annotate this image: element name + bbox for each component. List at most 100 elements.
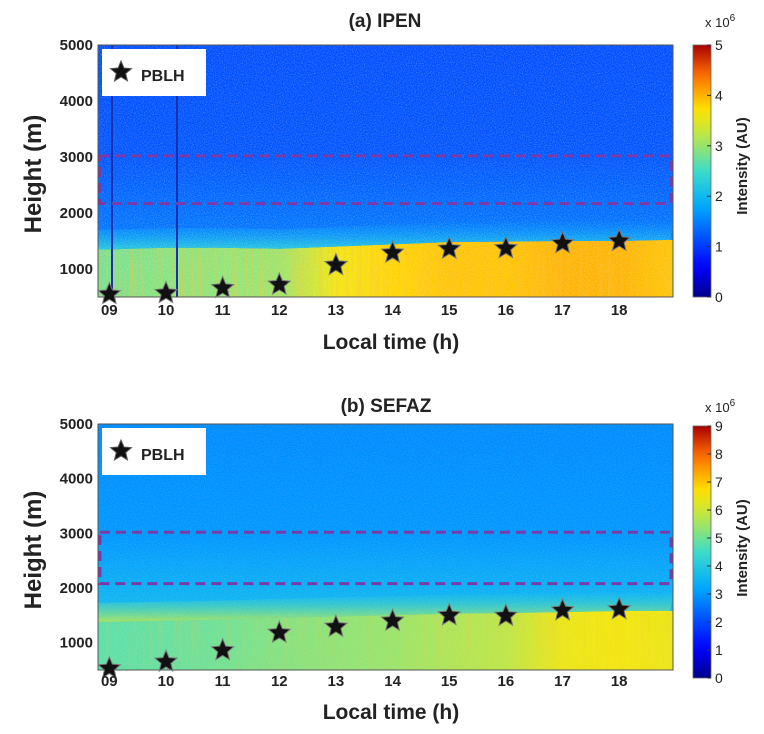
panel-a-colorbar-gradient — [692, 44, 712, 298]
panel-a-pblh-marker — [97, 281, 122, 305]
panel-b-pblh-marker — [210, 637, 235, 661]
panel-a-y-tick-label: 4000 — [60, 93, 93, 110]
panel-a-colorbar-tick-label: 5 — [715, 37, 723, 53]
panel-a-dashed-box — [98, 154, 673, 205]
panel-b-pblh-markers — [97, 596, 632, 679]
panel-a-colorbar-tick-label: 3 — [715, 138, 723, 154]
panel-b-x-tick-label: 13 — [328, 673, 345, 690]
panel-a-x-tick-label: 11 — [215, 302, 231, 319]
panel-a-y-ticks: 1000 2000 3000 4000 5000 — [60, 37, 93, 278]
panel-a-colorbar-tick-label: 2 — [715, 188, 723, 204]
panel-b-pblh-marker — [493, 603, 519, 627]
panel-a-x-axis-label: Local time (h) — [323, 331, 460, 354]
panel-b-colorbar-tick-label: 0 — [715, 670, 723, 686]
panel-b-colorbar-tick-label: 9 — [715, 418, 723, 434]
panel-b-colorbar-tick-label: 4 — [715, 558, 723, 574]
panel-a-pblh-marker — [606, 228, 632, 252]
panel-b-pblh-marker — [606, 596, 632, 620]
panel-a-plot-frame — [97, 44, 674, 298]
panel-b-pblh-marker — [153, 649, 179, 673]
panel-a-x-tick-label: 18 — [611, 302, 628, 319]
panel-b-colorbar-tick-label: 5 — [715, 530, 723, 546]
panel-b-y-tick-label: 1000 — [60, 635, 93, 652]
panel-a-colorbar-tick-label: 4 — [715, 87, 723, 103]
panel-a-colorbar-ticks: 0 1 2 3 4 5 — [707, 37, 723, 305]
panel-b-x-ticks: 09 10 11 12 13 14 15 16 17 18 — [101, 673, 628, 690]
panel-a-y-tick-label: 1000 — [60, 261, 93, 278]
panel-a-colorbar-multiplier: x 106 — [705, 13, 736, 30]
panel-a-pblh-marker — [153, 280, 179, 304]
panel-a-y-tick-label: 5000 — [60, 37, 93, 54]
panel-a-colorbar-label: Intensity (AU) — [734, 117, 751, 215]
panel-a-y-tick-label: 3000 — [60, 149, 93, 166]
panel-a-pblh-marker — [437, 235, 462, 260]
panel-a-title: (a) IPEN — [349, 11, 422, 32]
panel-b-y-axis-label: Height (m) — [20, 491, 47, 610]
panel-a-pblh-markers — [97, 228, 632, 305]
panel-b-y-tick-label: 4000 — [60, 471, 93, 488]
panel-a-colorbar-exponent: 6 — [730, 13, 736, 24]
panel-b-colorbar-tick-label: 7 — [715, 474, 723, 490]
panel-a-x-tick-label: 13 — [328, 302, 345, 319]
panel-a-x-tick-label: 17 — [554, 302, 571, 319]
panel-b-x-tick-label: 18 — [611, 673, 628, 690]
panel-a-x-tick-label: 12 — [271, 302, 288, 319]
panel-b-legend-star-icon — [109, 438, 133, 461]
panel-b-title: (b) SEFAZ — [341, 396, 432, 417]
panel-b-legend-label: PBLH — [141, 447, 185, 464]
panel-b-x-tick-label: 09 — [101, 673, 118, 690]
panel-b-x-tick-label: 10 — [158, 673, 175, 690]
panel-a-pblh-marker — [380, 240, 405, 264]
panel-a: (a) IPEN PBLH 09 10 11 12 13 14 15 16 17 18 10002… — [20, 11, 751, 354]
panel-a-colorbar-tick-label: 1 — [715, 239, 723, 255]
panel-b-colorbar-tick-label: 8 — [715, 446, 723, 462]
panel-b-pblh-marker — [267, 620, 292, 644]
panel-b-colorbar-tick-label: 2 — [715, 614, 723, 630]
panel-a-pblh-marker — [493, 235, 519, 259]
panel-a-pblh-marker — [210, 275, 235, 299]
panel-a-colorbar-tick-label: 0 — [715, 289, 723, 305]
panel-b-colorbar-tick-label: 3 — [715, 586, 723, 602]
panel-b-x-tick-label: 15 — [441, 673, 458, 690]
panel-a-y-axis-label: Height (m) — [20, 115, 47, 234]
panel-a-x-tick-label: 09 — [101, 302, 118, 319]
panel-a-x-tick-label: 10 — [158, 302, 175, 319]
panel-b-colorbar-ticks: 0 1 2 3 4 5 6 7 8 9 — [707, 418, 723, 686]
panel-b-x-tick-label: 16 — [498, 673, 515, 690]
panel-b-y-ticks: 1000 2000 3000 4000 5000 — [60, 416, 93, 652]
panel-b: (b) SEFAZ PBLH 09 10 11 12 13 14 15 16 17 18 1000… — [20, 396, 751, 724]
panel-b-y-tick-label: 2000 — [60, 580, 93, 597]
panel-b-pblh-marker — [550, 597, 575, 621]
panel-a-pblh-marker — [323, 252, 349, 276]
panel-b-dashed-box — [98, 530, 673, 586]
panel-a-pblh-marker — [267, 271, 292, 296]
panel-b-pblh-marker — [437, 602, 462, 626]
panel-b-y-tick-label: 3000 — [60, 525, 93, 542]
panel-b-pblh-marker — [380, 608, 405, 632]
panel-b-colorbar-tick-label: 6 — [715, 502, 723, 518]
panel-b-pblh-marker — [97, 655, 122, 679]
panel-b-colorbar: 0 1 2 3 4 5 6 7 8 9 x 106 Intensity (AU) — [692, 398, 751, 686]
panel-b-colorbar-exponent: 6 — [730, 398, 736, 409]
panel-b-plot: PBLH — [97, 423, 674, 679]
panel-a-colorbar: 0 1 2 3 4 5 x 106 Intensity (AU) — [692, 13, 751, 305]
panel-a-legend-label: PBLH — [141, 68, 185, 85]
panel-b-colorbar-label: Intensity (AU) — [734, 499, 751, 597]
panel-b-x-tick-label: 11 — [215, 673, 231, 690]
panel-a-x-tick-label: 15 — [441, 302, 458, 319]
panel-a-plot: PBLH — [97, 44, 674, 305]
panel-b-colorbar-multiplier: x 106 — [705, 398, 736, 415]
panel-b-plot-frame — [97, 423, 674, 671]
panel-b-x-axis-label: Local time (h) — [323, 701, 460, 724]
panel-a-legend-star-icon — [109, 59, 133, 82]
panel-b-colorbar-tick-label: 1 — [715, 642, 723, 658]
panel-b-legend: PBLH — [102, 428, 206, 475]
panel-a-pblh-marker — [550, 230, 575, 254]
panel-a-x-tick-label: 14 — [384, 302, 401, 319]
panel-a-x-ticks: 09 10 11 12 13 14 15 16 17 18 — [101, 302, 628, 319]
panel-a-legend: PBLH — [102, 49, 206, 96]
panel-a-y-tick-label: 2000 — [60, 205, 93, 222]
panel-b-pblh-marker — [323, 614, 349, 638]
